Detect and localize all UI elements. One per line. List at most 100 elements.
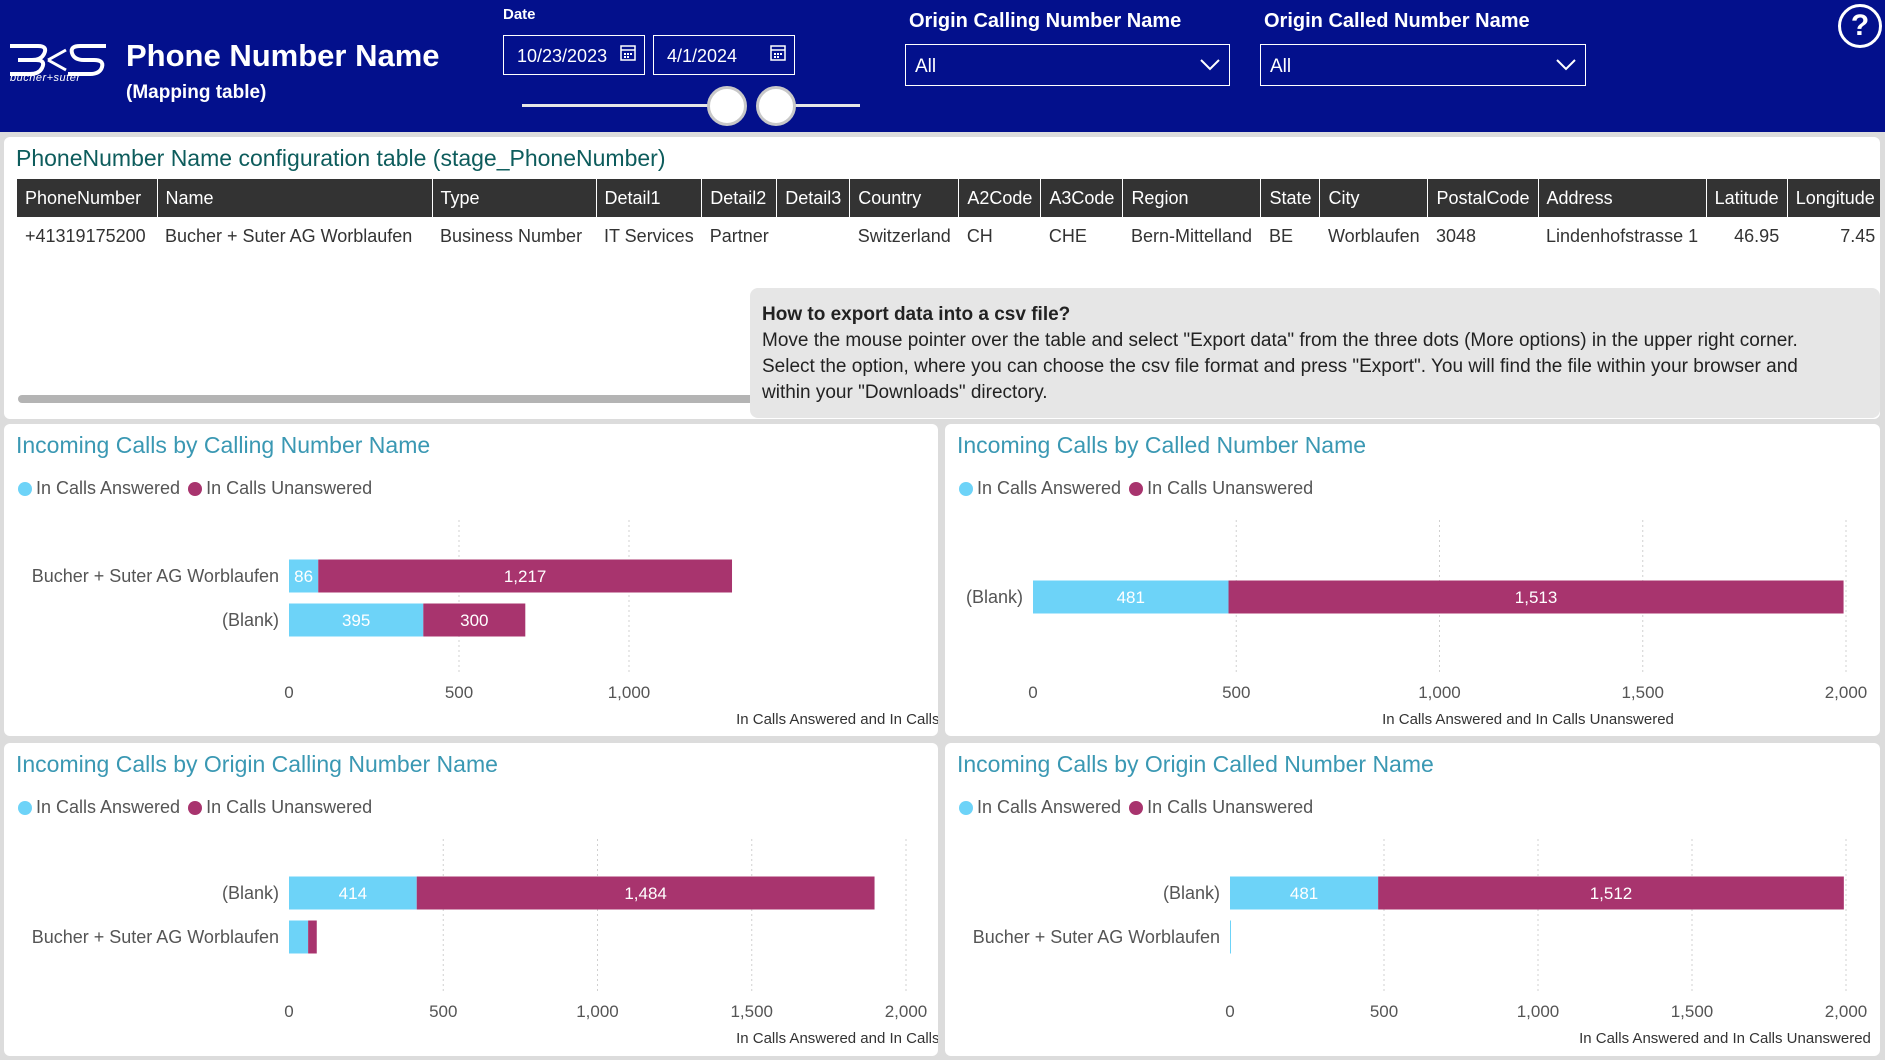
bar-segment[interactable] — [318, 559, 733, 593]
column-header[interactable]: A2Code — [958, 179, 1042, 217]
table-cell: Bern-Mittelland — [1130, 225, 1252, 246]
column-header[interactable]: PostalCode — [1427, 179, 1539, 217]
chart-legend[interactable]: In Calls Answered In Calls Unanswered — [18, 478, 372, 499]
legend-item[interactable]: In Calls Unanswered — [188, 797, 372, 818]
table-cell: 46.95 — [1734, 225, 1780, 246]
bar-segment[interactable] — [1228, 580, 1844, 614]
column-header[interactable]: Detail1 — [596, 179, 703, 217]
bar-segment[interactable] — [1230, 876, 1379, 910]
column-header[interactable]: Detail3 — [776, 179, 851, 217]
x-tick-label: 500 — [429, 1002, 457, 1021]
bar-segment[interactable] — [1033, 580, 1229, 614]
column-header[interactable]: Longitude — [1787, 179, 1880, 217]
x-axis-title: In Calls Answered and In Calls Unanswere… — [1579, 1030, 1871, 1047]
x-tick-label: 500 — [445, 683, 473, 702]
chart-origin-calling-number[interactable]: Incoming Calls by Origin Calling Number … — [4, 743, 938, 1056]
tooltip-line: Select the option, where you can choose … — [762, 356, 1798, 377]
x-axis-title: In Calls Answered and In Calls Unanswere… — [736, 1030, 938, 1047]
bar-segment[interactable] — [308, 920, 317, 954]
table-cell: BE — [1268, 225, 1293, 246]
chart-legend[interactable]: In Calls Answered In Calls Unanswered — [959, 478, 1313, 499]
table-cell: Partner — [709, 225, 769, 246]
x-tick-label: 0 — [284, 1002, 293, 1021]
legend-dot-icon — [1129, 800, 1144, 815]
legend-item[interactable]: In Calls Answered — [959, 797, 1121, 818]
x-tick-label: 500 — [1370, 1002, 1398, 1021]
calendar-icon[interactable] — [770, 44, 786, 61]
column-header[interactable]: PhoneNumber — [17, 179, 158, 217]
bar-segment[interactable] — [423, 603, 526, 637]
chart-plot[interactable]: 0 500 1,000 1,500 2,000 In Calls Answered and… — [945, 743, 1880, 1056]
legend-item[interactable]: In Calls Unanswered — [188, 478, 372, 499]
chart-plot[interactable]: 0 500 1,000 In Calls Answered and In Calls … — [4, 424, 938, 736]
chevron-down-icon — [1200, 59, 1220, 71]
date-slider-start-handle[interactable] — [707, 86, 747, 126]
chevron-down-icon — [1556, 59, 1576, 71]
bar-segment[interactable] — [1378, 876, 1844, 910]
bar-segment[interactable] — [1230, 920, 1231, 954]
x-tick-label: 500 — [1222, 683, 1250, 702]
column-header[interactable]: City — [1319, 179, 1429, 217]
chart-plot[interactable]: 0 500 1,000 1,500 2,000 In Calls Answered and… — [945, 424, 1880, 736]
tooltip-line: Move the mouse pointer over the table an… — [762, 330, 1798, 351]
called-filter-dropdown[interactable]: All — [1260, 44, 1586, 86]
horizontal-scrollbar[interactable] — [18, 395, 778, 403]
table-cell: CH — [966, 225, 993, 246]
column-header[interactable]: Address — [1538, 179, 1707, 217]
legend-dot-icon — [1129, 481, 1144, 496]
table-cell: +41319175200 — [25, 225, 146, 246]
legend-item[interactable]: In Calls Unanswered — [1129, 797, 1313, 818]
bucher-suter-logo — [10, 44, 106, 76]
bar-segment[interactable] — [416, 876, 875, 910]
chart-legend[interactable]: In Calls Answered In Calls Unanswered — [18, 797, 372, 818]
calling-filter-dropdown[interactable]: All — [905, 44, 1230, 86]
chart-calling-number[interactable]: Incoming Calls by Calling Number Name In … — [4, 424, 938, 736]
category-label: Bucher + Suter AG Worblaufen — [973, 927, 1220, 947]
export-help-tooltip: How to export data into a csv file? Move… — [750, 288, 1880, 418]
bar-segment[interactable] — [289, 876, 417, 910]
bar-segment[interactable] — [289, 603, 424, 637]
config-table[interactable]: PhoneNumber Name Type Detail1 Detail2 Detail3… — [17, 179, 1880, 255]
called-filter-value: All — [1270, 56, 1292, 77]
data-label: 86 — [294, 567, 313, 586]
date-slider-end-handle[interactable] — [756, 86, 796, 126]
help-icon[interactable]: ? — [1838, 4, 1882, 48]
legend-dot-icon — [188, 800, 203, 815]
column-header[interactable]: A3Code — [1040, 179, 1124, 217]
table-row[interactable]: +41319175200 Bucher + Suter AG Worblaufen… — [17, 217, 1880, 255]
legend-item[interactable]: In Calls Unanswered — [1129, 478, 1313, 499]
legend-item[interactable]: In Calls Answered — [959, 478, 1121, 499]
table-cell: CHE — [1048, 225, 1087, 246]
legend-dot-icon — [188, 481, 203, 496]
chart-title: Incoming Calls by Origin Called Number N… — [957, 751, 1434, 777]
table-cell: Switzerland — [857, 225, 951, 246]
chart-called-number[interactable]: Incoming Calls by Called Number Name In C… — [945, 424, 1880, 736]
calendar-icon[interactable] — [620, 44, 636, 61]
chart-legend[interactable]: In Calls Answered In Calls Unanswered — [959, 797, 1313, 818]
column-header[interactable]: Type — [432, 179, 597, 217]
column-header[interactable]: Detail2 — [701, 179, 778, 217]
chart-origin-called-number[interactable]: Incoming Calls by Origin Called Number N… — [945, 743, 1880, 1056]
chart-plot[interactable]: 0 500 1,000 1,500 2,000 In Calls Answered and… — [4, 743, 938, 1056]
table-cell: Lindenhofstrasse 1 — [1546, 225, 1699, 246]
x-axis-title: In Calls Answered and In Calls Unanswere… — [736, 711, 938, 728]
date-range-slider[interactable] — [522, 102, 860, 109]
legend-item[interactable]: In Calls Answered — [18, 478, 180, 499]
column-header[interactable]: Latitude — [1706, 179, 1788, 217]
column-header[interactable]: Name — [157, 179, 433, 217]
logo-tagline: bucher+suter — [10, 72, 81, 84]
column-header[interactable]: State — [1260, 179, 1321, 217]
legend-dot-icon — [959, 800, 973, 815]
legend-item[interactable]: In Calls Answered — [18, 797, 180, 818]
x-tick-label: 1,000 — [1418, 683, 1461, 702]
date-from-input[interactable]: 10/23/2023 — [503, 35, 645, 75]
table-title: PhoneNumber Name configuration table (st… — [16, 145, 666, 171]
date-to-input[interactable]: 4/1/2024 — [653, 35, 795, 75]
column-header[interactable]: Country — [849, 179, 960, 217]
bar-segment[interactable] — [289, 920, 309, 954]
column-header[interactable]: Region — [1122, 179, 1262, 217]
data-label: 1,217 — [504, 567, 547, 586]
bar-segment[interactable] — [289, 559, 319, 593]
category-label: (Blank) — [222, 883, 279, 903]
calling-filter-value: All — [915, 56, 937, 77]
